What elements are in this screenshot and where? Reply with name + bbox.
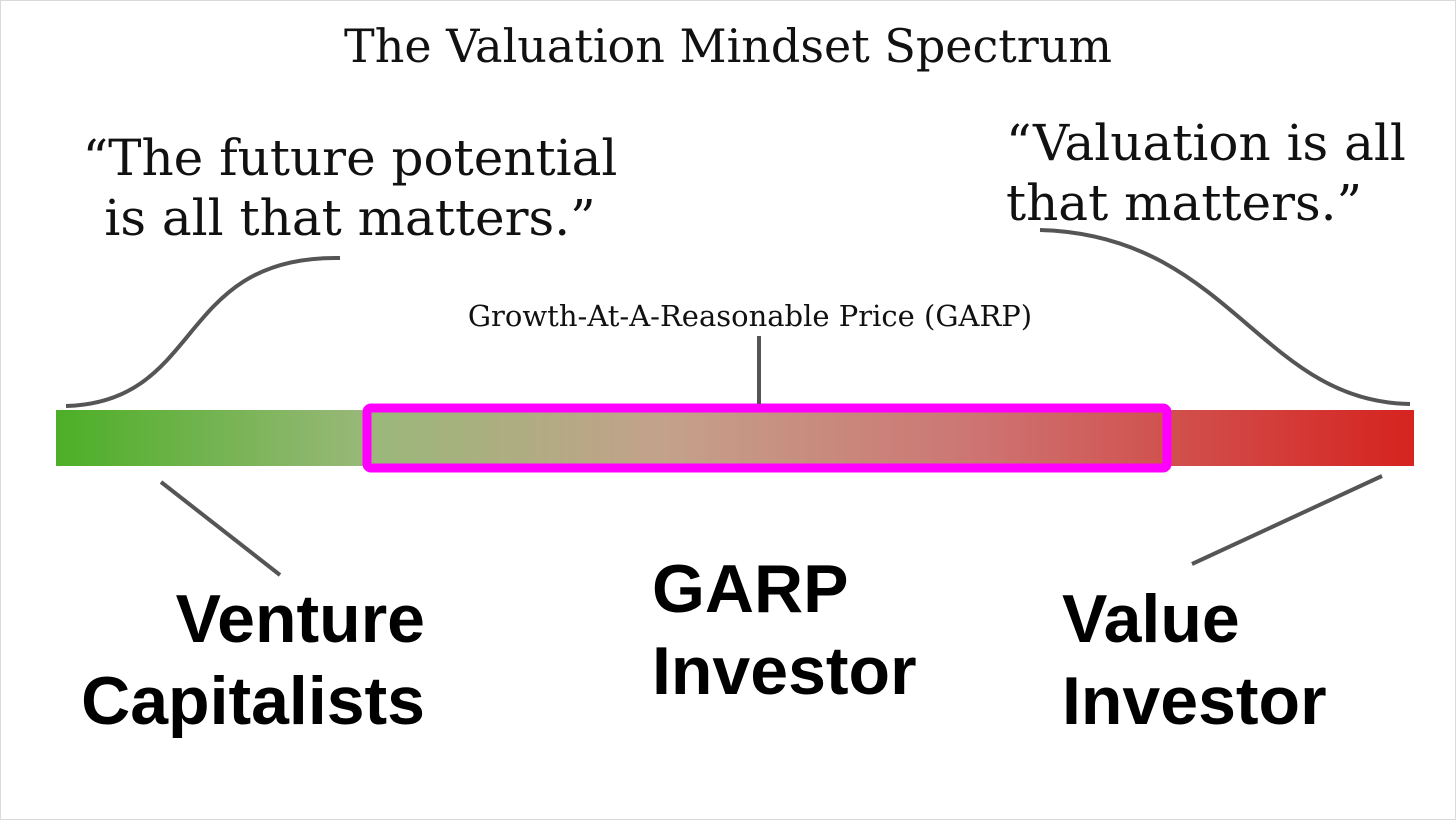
venture-quote: “The future potential is all that matter… <box>82 129 618 247</box>
venture-capitalists-label: Venture Capitalists <box>81 581 425 739</box>
venture-capitalists-pointer <box>159 480 282 577</box>
garp-caption: Growth-At-A-Reasonable Price (GARP) <box>467 299 1033 333</box>
value-investor-label: Value Investor <box>1062 581 1327 739</box>
spectrum-bar <box>56 410 1414 466</box>
garp-investor-label: GARP Investor <box>652 551 917 709</box>
diagram-title: The Valuation Mindset Spectrum <box>344 19 1112 73</box>
left-quote-curve <box>65 255 341 408</box>
value-quote: “Valuation is all that matters.” <box>1006 114 1406 232</box>
garp-highlight-box <box>362 403 1172 473</box>
value-investor-pointer <box>1191 474 1383 566</box>
right-quote-curve <box>1039 228 1411 406</box>
